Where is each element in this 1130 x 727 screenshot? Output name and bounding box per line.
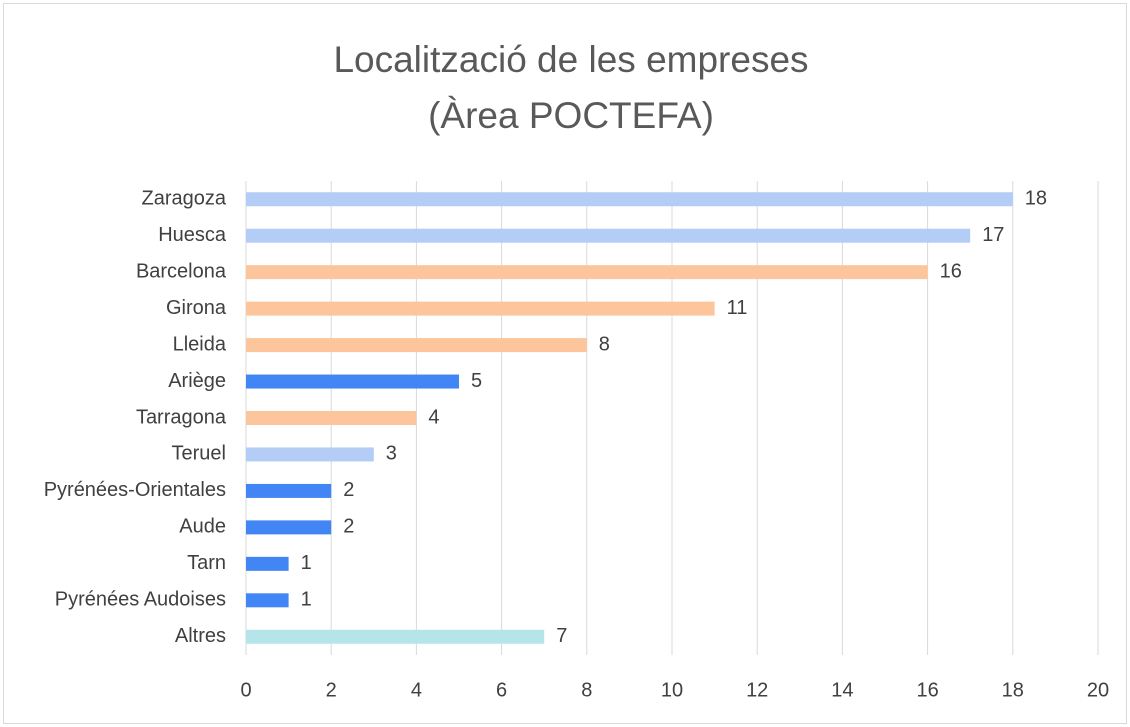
y-tick-label: Altres bbox=[175, 625, 226, 647]
y-tick-label: Ariège bbox=[168, 370, 226, 392]
y-tick-label: Aude bbox=[179, 516, 226, 538]
bar bbox=[246, 228, 971, 243]
bar bbox=[246, 447, 374, 462]
x-tick-label: 14 bbox=[831, 679, 853, 701]
bar bbox=[246, 411, 417, 425]
data-label: 16 bbox=[940, 260, 962, 282]
bar bbox=[246, 374, 459, 389]
x-tick-label: 6 bbox=[496, 679, 507, 701]
y-tick-label: Pyrénées Audoises bbox=[55, 589, 226, 611]
x-tick-label: 4 bbox=[411, 679, 422, 701]
bar bbox=[246, 192, 1013, 207]
y-tick-label: Tarn bbox=[187, 552, 226, 574]
data-label: 5 bbox=[471, 370, 482, 392]
y-tick-label: Pyrénées-Orientales bbox=[44, 479, 226, 501]
data-label: 1 bbox=[301, 589, 312, 611]
bar bbox=[246, 338, 587, 353]
x-tick-label: 2 bbox=[326, 679, 337, 701]
data-label: 18 bbox=[1025, 188, 1047, 210]
data-label: 2 bbox=[343, 479, 354, 501]
x-tick-label: 20 bbox=[1087, 679, 1109, 701]
y-tick-label: Barcelona bbox=[136, 260, 227, 282]
chart-border bbox=[3, 3, 1127, 724]
x-tick-label: 10 bbox=[661, 679, 683, 701]
x-tick-label: 8 bbox=[581, 679, 592, 701]
x-tick-label: 12 bbox=[746, 679, 768, 701]
data-label: 3 bbox=[386, 443, 397, 465]
data-label: 11 bbox=[727, 297, 748, 319]
chart-title: Localització de les empreses bbox=[333, 39, 808, 80]
y-tick-label: Teruel bbox=[172, 443, 226, 465]
x-tick-label: 16 bbox=[916, 679, 938, 701]
data-label: 2 bbox=[343, 516, 354, 538]
chart-title: (Àrea POCTEFA) bbox=[428, 95, 714, 136]
data-label: 7 bbox=[556, 625, 567, 647]
data-label: 8 bbox=[599, 333, 610, 355]
y-tick-label: Tarragona bbox=[136, 406, 227, 428]
bar bbox=[246, 593, 289, 608]
bar bbox=[246, 265, 928, 280]
y-tick-label: Lleida bbox=[173, 333, 227, 355]
bar bbox=[246, 629, 545, 644]
data-label: 17 bbox=[982, 224, 1004, 246]
bar bbox=[246, 483, 332, 498]
bar bbox=[246, 301, 715, 316]
data-label: 1 bbox=[301, 552, 312, 574]
bar bbox=[246, 556, 289, 571]
data-label: 4 bbox=[428, 406, 439, 428]
y-tick-label: Girona bbox=[166, 297, 227, 319]
y-tick-label: Huesca bbox=[158, 224, 227, 246]
y-tick-label: Zaragoza bbox=[142, 188, 227, 210]
x-tick-label: 0 bbox=[240, 679, 251, 701]
x-tick-label: 18 bbox=[1002, 679, 1024, 701]
bar bbox=[246, 520, 332, 535]
